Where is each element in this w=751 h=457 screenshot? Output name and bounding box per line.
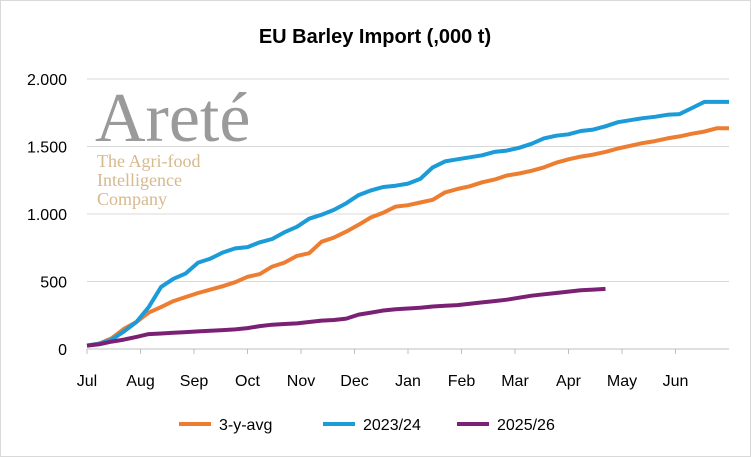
y-tick-label: 1.000 xyxy=(27,207,67,224)
x-tick-label: Aug xyxy=(126,373,154,390)
x-axis-ticks: Jul Aug Sep Oct Nov Dec Jan Feb Mar Apr May Jun xyxy=(77,349,689,390)
watermark-tagline-1: The Agri-food xyxy=(97,151,200,171)
x-tick-label: Jul xyxy=(77,373,97,390)
x-tick-label: Apr xyxy=(556,373,582,390)
x-tick-label: Nov xyxy=(287,373,315,390)
x-tick-label: Jan xyxy=(395,373,421,390)
x-tick-label: Mar xyxy=(501,373,529,390)
legend: 3-y-avg 2023/24 2025/26 xyxy=(179,417,555,434)
series-line-2025-26 xyxy=(86,286,606,348)
y-axis-ticks: 0 500 1.000 1.500 2.000 xyxy=(27,72,67,359)
x-tick-label: Feb xyxy=(448,373,476,390)
legend-label: 2025/26 xyxy=(497,417,555,434)
watermark-tagline-3: Company xyxy=(97,189,167,209)
series-line-2023-24 xyxy=(86,99,729,348)
watermark-tagline-2: Intelligence xyxy=(97,170,182,190)
y-tick-label: 0 xyxy=(58,342,67,359)
watermark-brand: Areté xyxy=(95,80,250,157)
y-tick-label: 500 xyxy=(40,275,67,292)
legend-label: 3-y-avg xyxy=(219,417,272,434)
y-tick-label: 1.500 xyxy=(27,140,67,157)
x-tick-label: Dec xyxy=(340,373,368,390)
legend-label: 2023/24 xyxy=(363,417,421,434)
x-tick-label: Jun xyxy=(663,373,689,390)
chart-title: EU Barley Import (,000 t) xyxy=(259,26,491,48)
x-tick-label: May xyxy=(607,373,637,390)
series-lines xyxy=(86,99,729,348)
series-line-3-y-avg xyxy=(86,126,729,348)
x-tick-label: Sep xyxy=(180,373,209,390)
watermark: Areté The Agri-food Intelligence Company xyxy=(95,80,250,209)
x-tick-label: Oct xyxy=(235,373,260,390)
y-tick-label: 2.000 xyxy=(27,72,67,89)
